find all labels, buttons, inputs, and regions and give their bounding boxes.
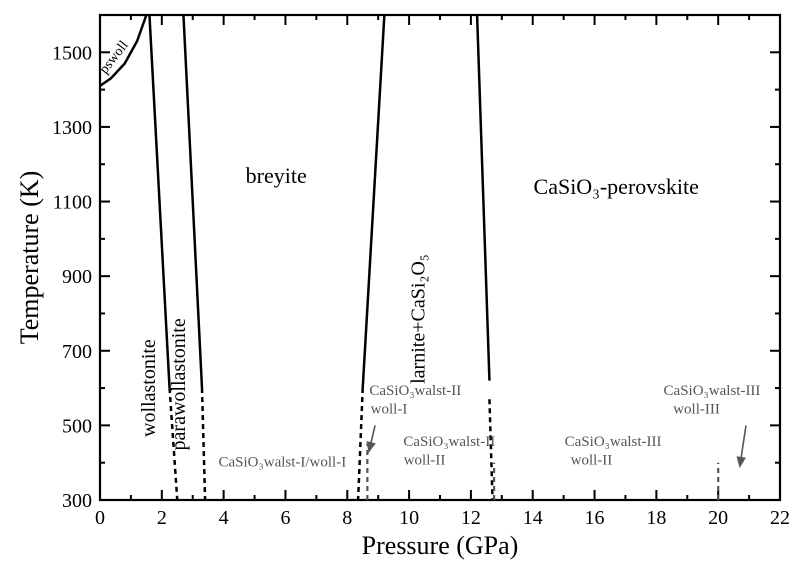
y-tick-label: 700 <box>62 341 92 363</box>
region-label: pswoll <box>97 38 132 77</box>
annotation-label: CaSiO₃walst-I/woll-I <box>219 454 347 470</box>
annotation-label: woll-I <box>371 401 408 417</box>
x-tick-label: 12 <box>461 507 481 529</box>
annotation-label: woll-III <box>673 401 720 417</box>
y-tick-label: 900 <box>62 266 92 288</box>
x-tick-label: 16 <box>585 507 605 529</box>
x-tick-label: 6 <box>280 507 290 529</box>
phase-boundary <box>363 15 385 388</box>
y-axis-title: Temperature (K) <box>15 171 44 345</box>
region-label: CaSiO₃-perovskite <box>534 174 699 199</box>
region-label: parawollastonite <box>168 318 190 450</box>
phase-diagram: 0 2 4 6 8 10 12 14 16 18 20 22 300 500 700 900 1100 1300 1… <box>0 0 800 570</box>
phase-boundary <box>477 15 489 381</box>
x-tick-label: 10 <box>399 507 419 529</box>
annotation-label: CaSiO₃walst-II <box>369 383 461 399</box>
phase-boundary <box>202 388 205 500</box>
annotation-label: CaSiO₃walst-III <box>664 383 761 399</box>
phase-boundary <box>149 15 169 388</box>
y-tick-label: 1500 <box>52 42 92 64</box>
region-label: breyite <box>246 163 307 188</box>
y-tick-label: 300 <box>62 490 92 512</box>
x-axis-title: Pressure (GPa) <box>362 531 519 560</box>
x-tick-label: 20 <box>708 507 728 529</box>
x-tick-label: 22 <box>770 507 790 529</box>
annotation-arrow <box>740 425 746 466</box>
annotation-label: woll-II <box>571 453 613 469</box>
annotation-arrow <box>369 425 375 451</box>
y-tick-label: 1100 <box>53 192 92 214</box>
annotation-label: CaSiO₃walst-II <box>403 434 495 450</box>
x-tick-label: 2 <box>157 507 167 529</box>
region-label: larnite+CaSi₂O₅ <box>408 254 430 384</box>
y-tick-label: 1300 <box>52 117 92 139</box>
x-tick-label: 0 <box>95 507 105 529</box>
x-tick-label: 18 <box>646 507 666 529</box>
annotation-label: CaSiO₃walst-III <box>565 434 662 450</box>
region-label: wollastonite <box>138 339 160 437</box>
y-tick-label: 500 <box>62 415 92 437</box>
x-tick-label: 14 <box>523 507 543 529</box>
annotation-label: woll-II <box>404 453 446 469</box>
phase-boundary <box>358 388 363 500</box>
x-tick-label: 8 <box>342 507 352 529</box>
x-tick-label: 4 <box>219 507 229 529</box>
